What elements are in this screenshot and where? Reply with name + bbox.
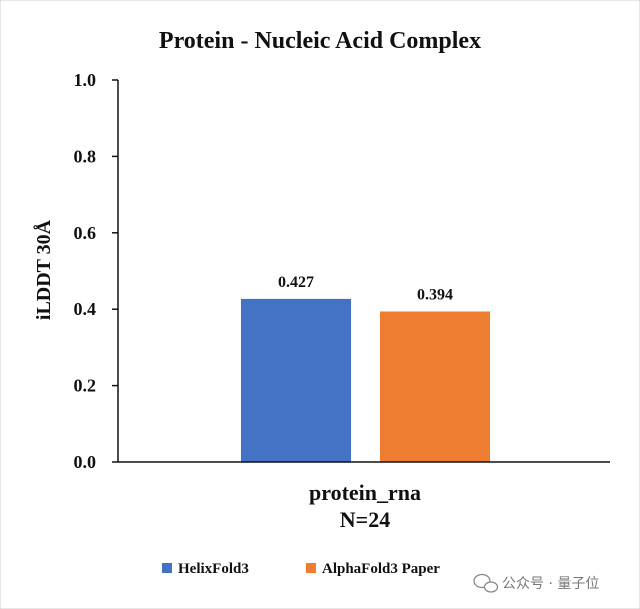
legend-label-helixfold3: HelixFold3 <box>178 561 249 577</box>
bar-value-label: 0.394 <box>417 286 453 303</box>
bars <box>241 298 490 462</box>
legend-swatch-alphafold3 <box>306 563 316 573</box>
y-axis: 0.0 0.2 0.4 0.6 0.8 1.0 <box>74 70 119 472</box>
y-tick-label: 0.2 <box>74 376 97 396</box>
bar-alphafold3-paper <box>380 311 490 462</box>
bar-value-label: 0.427 <box>278 274 314 291</box>
watermark-text: 公众号 · 量子位 <box>502 576 599 592</box>
y-axis-label: iLDDT 30Å <box>32 219 55 320</box>
y-tick-label: 0.8 <box>74 146 97 166</box>
y-tick-label: 0.6 <box>74 223 97 243</box>
chart-title: Protein - Nucleic Acid Complex <box>159 28 481 54</box>
bar-helixfold3 <box>241 298 351 462</box>
legend-swatch-helixfold3 <box>162 563 172 573</box>
wechat-icon <box>473 573 499 593</box>
data-labels: 0.427 0.394 <box>278 274 453 304</box>
y-tick-label: 1.0 <box>74 70 97 90</box>
y-tick-label: 0.4 <box>74 299 97 319</box>
category-label: protein_rna <box>309 480 421 505</box>
category-sublabel: N=24 <box>340 507 390 532</box>
legend-label-alphafold3: AlphaFold3 Paper <box>322 561 440 577</box>
watermark: 公众号 · 量子位 <box>473 573 599 593</box>
y-tick-label: 0.0 <box>74 452 97 472</box>
legend: HelixFold3 AlphaFold3 Paper <box>162 561 440 577</box>
